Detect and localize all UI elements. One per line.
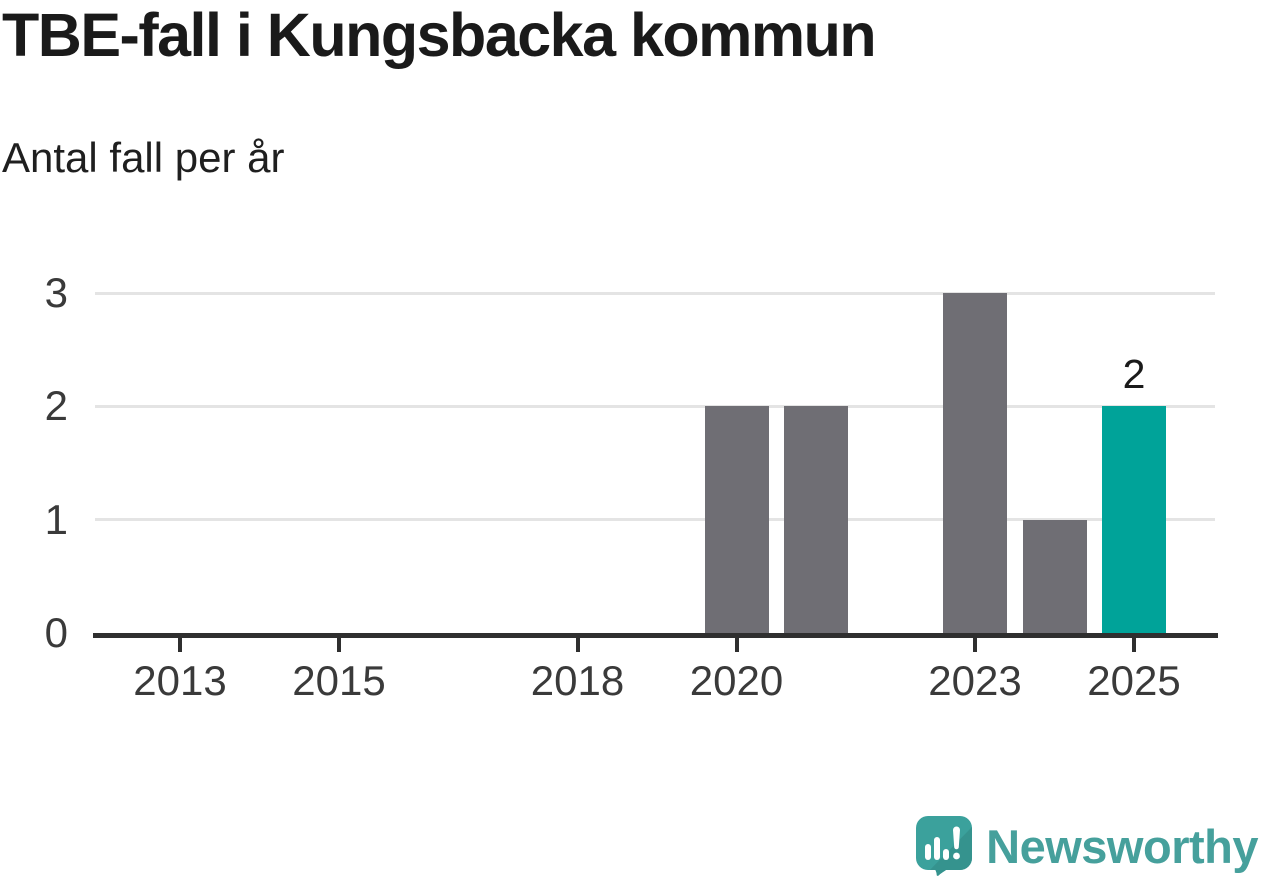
y-axis-label-2: 2 [44,382,68,430]
x-axis-tick-2023 [973,638,977,652]
gridline-y-2 [95,404,1215,408]
x-axis-label-2020: 2020 [689,657,784,704]
x-axis-label-2013: 2013 [133,657,227,704]
brand-footer: Newsworthy [916,815,1258,877]
bar-2023 [943,293,1007,633]
x-axis-tick-2013 [178,638,182,652]
y-axis-label-3: 3 [44,269,68,317]
bar-2025 [1102,406,1166,633]
y-axis-label-0: 0 [44,609,68,656]
x-axis-tick-2025 [1132,638,1136,652]
x-axis-label-2015: 2015 [292,657,386,704]
x-axis-label-2025: 2025 [1087,657,1181,704]
x-axis-tick-2018 [575,638,580,652]
newsworthy-logo-icon [916,816,973,876]
bar-2024 [1022,519,1087,633]
brand-name: Newsworthy [986,819,1258,873]
bar-2021 [784,406,848,633]
x-axis-tick-2020 [734,638,739,652]
x-axis-line [93,633,1218,638]
x-axis-tick-2015 [337,638,341,652]
chart-title: TBE-fall i Kungsbacka kommun [2,1,877,69]
x-axis-label-2018: 2018 [530,657,625,704]
bar-2020 [704,406,769,633]
y-axis-label-1: 1 [44,495,68,543]
chart-subtitle: Antal fall per år [2,134,285,181]
x-axis-label-2023: 2023 [928,657,1022,704]
data-label-2025: 2 [1122,351,1146,398]
gridline-y-3 [95,291,1215,295]
gridline-y-1 [95,518,1215,522]
